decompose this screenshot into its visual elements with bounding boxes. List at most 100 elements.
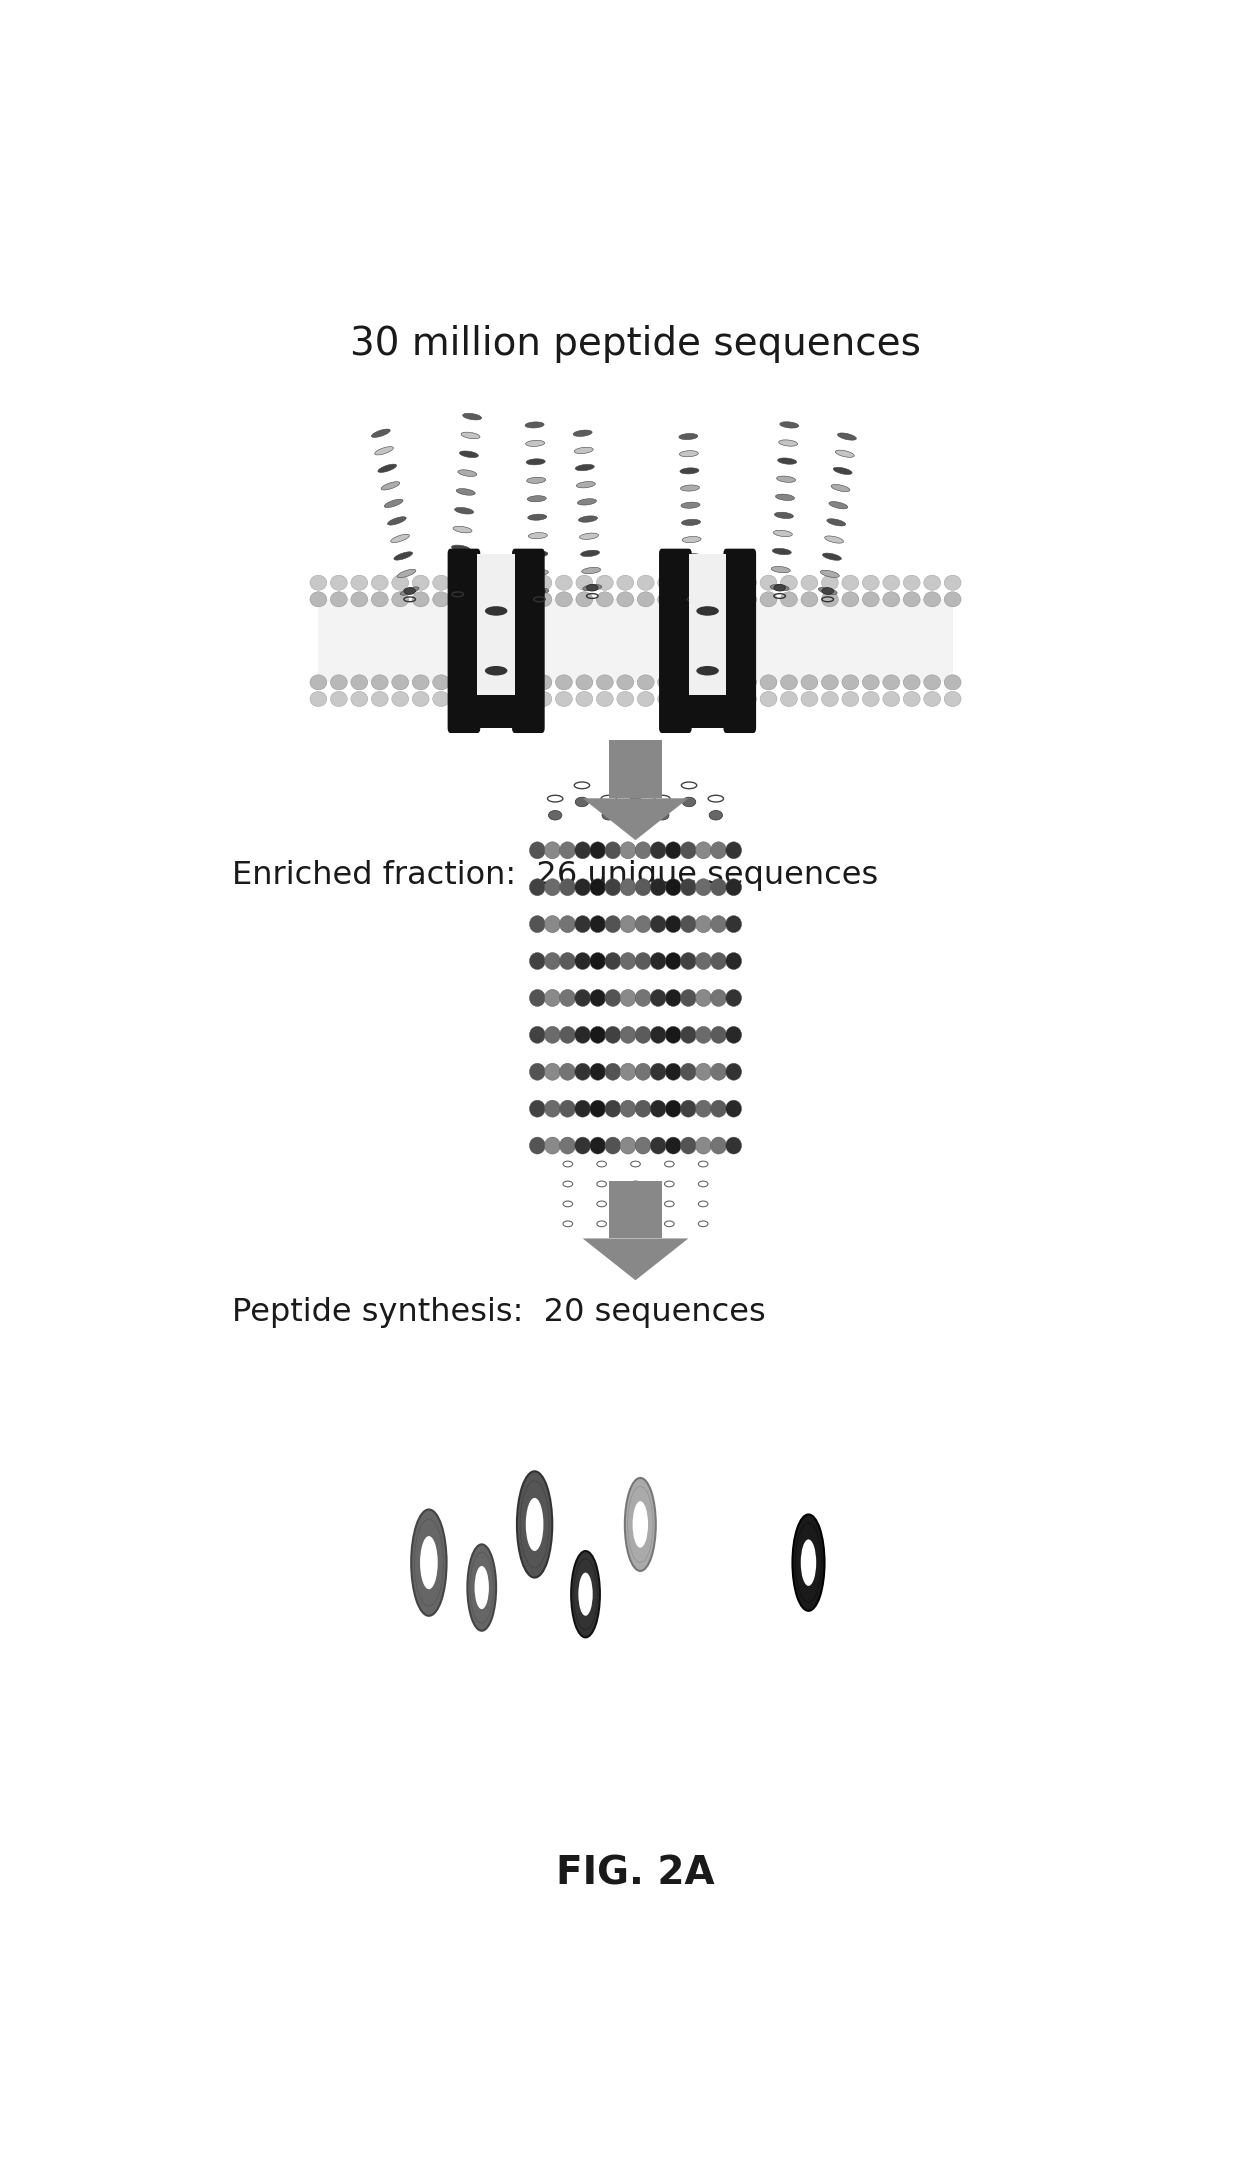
Ellipse shape xyxy=(559,915,575,932)
Ellipse shape xyxy=(760,675,777,690)
Ellipse shape xyxy=(582,567,600,574)
FancyBboxPatch shape xyxy=(662,695,753,729)
Ellipse shape xyxy=(412,591,429,606)
Ellipse shape xyxy=(650,1027,666,1044)
Ellipse shape xyxy=(924,692,941,707)
Ellipse shape xyxy=(494,591,511,606)
Ellipse shape xyxy=(448,582,467,589)
Ellipse shape xyxy=(883,692,900,707)
Ellipse shape xyxy=(842,675,859,690)
Ellipse shape xyxy=(526,459,546,466)
Ellipse shape xyxy=(453,692,470,707)
Ellipse shape xyxy=(739,591,756,606)
Ellipse shape xyxy=(559,1100,575,1117)
Ellipse shape xyxy=(433,576,450,591)
Ellipse shape xyxy=(780,675,797,690)
Ellipse shape xyxy=(801,576,818,591)
Ellipse shape xyxy=(596,692,614,707)
Ellipse shape xyxy=(770,585,789,591)
Ellipse shape xyxy=(678,692,696,707)
Ellipse shape xyxy=(605,841,621,858)
Ellipse shape xyxy=(771,567,790,574)
Ellipse shape xyxy=(559,990,575,1007)
Ellipse shape xyxy=(527,496,547,503)
Ellipse shape xyxy=(579,533,599,539)
Ellipse shape xyxy=(657,692,675,707)
Ellipse shape xyxy=(837,434,857,440)
Ellipse shape xyxy=(574,1027,590,1044)
Ellipse shape xyxy=(474,576,491,591)
Ellipse shape xyxy=(529,1100,546,1117)
Ellipse shape xyxy=(330,692,347,707)
Ellipse shape xyxy=(711,1137,727,1154)
Ellipse shape xyxy=(725,1137,742,1154)
Ellipse shape xyxy=(590,990,605,1007)
Ellipse shape xyxy=(534,692,552,707)
Ellipse shape xyxy=(680,468,699,475)
Ellipse shape xyxy=(556,591,573,606)
Ellipse shape xyxy=(725,1027,742,1044)
Ellipse shape xyxy=(657,591,675,606)
Ellipse shape xyxy=(528,533,547,539)
Ellipse shape xyxy=(637,591,655,606)
Ellipse shape xyxy=(903,692,920,707)
Ellipse shape xyxy=(391,535,409,544)
Ellipse shape xyxy=(680,451,698,457)
Ellipse shape xyxy=(577,481,595,487)
Ellipse shape xyxy=(529,589,549,593)
Ellipse shape xyxy=(725,1063,742,1081)
Ellipse shape xyxy=(378,464,397,472)
Ellipse shape xyxy=(666,990,681,1007)
Ellipse shape xyxy=(573,429,593,436)
FancyBboxPatch shape xyxy=(658,548,692,733)
Ellipse shape xyxy=(574,1063,590,1081)
Ellipse shape xyxy=(666,1027,681,1044)
Ellipse shape xyxy=(681,1027,697,1044)
Ellipse shape xyxy=(883,576,900,591)
Ellipse shape xyxy=(711,990,727,1007)
Ellipse shape xyxy=(629,798,642,807)
Ellipse shape xyxy=(637,692,655,707)
Ellipse shape xyxy=(725,878,742,895)
Ellipse shape xyxy=(559,953,575,968)
Ellipse shape xyxy=(620,878,636,895)
FancyBboxPatch shape xyxy=(448,548,480,733)
Ellipse shape xyxy=(681,915,697,932)
Ellipse shape xyxy=(620,1100,636,1117)
Ellipse shape xyxy=(575,692,593,707)
Ellipse shape xyxy=(455,507,474,513)
Ellipse shape xyxy=(725,990,742,1007)
Text: Enriched fraction:  26 unique sequences: Enriched fraction: 26 unique sequences xyxy=(232,861,878,891)
Ellipse shape xyxy=(696,953,712,968)
Ellipse shape xyxy=(616,591,634,606)
Ellipse shape xyxy=(821,692,838,707)
Ellipse shape xyxy=(544,878,560,895)
Ellipse shape xyxy=(650,1063,666,1081)
Ellipse shape xyxy=(544,915,560,932)
Ellipse shape xyxy=(572,1551,600,1637)
Ellipse shape xyxy=(821,576,838,591)
Ellipse shape xyxy=(580,550,600,557)
Ellipse shape xyxy=(605,990,621,1007)
Ellipse shape xyxy=(590,953,605,968)
Ellipse shape xyxy=(678,675,696,690)
Ellipse shape xyxy=(529,915,546,932)
Ellipse shape xyxy=(801,591,818,606)
Ellipse shape xyxy=(842,576,859,591)
Ellipse shape xyxy=(544,1100,560,1117)
Ellipse shape xyxy=(821,569,839,578)
Ellipse shape xyxy=(351,692,368,707)
Ellipse shape xyxy=(578,1572,593,1616)
Ellipse shape xyxy=(453,591,470,606)
Ellipse shape xyxy=(780,591,797,606)
Ellipse shape xyxy=(683,589,703,593)
Ellipse shape xyxy=(657,576,675,591)
Ellipse shape xyxy=(527,477,546,483)
Ellipse shape xyxy=(833,468,852,475)
Ellipse shape xyxy=(696,841,712,858)
Ellipse shape xyxy=(775,494,795,500)
Ellipse shape xyxy=(711,915,727,932)
Ellipse shape xyxy=(650,1100,666,1117)
Ellipse shape xyxy=(590,1100,605,1117)
Ellipse shape xyxy=(620,841,636,858)
